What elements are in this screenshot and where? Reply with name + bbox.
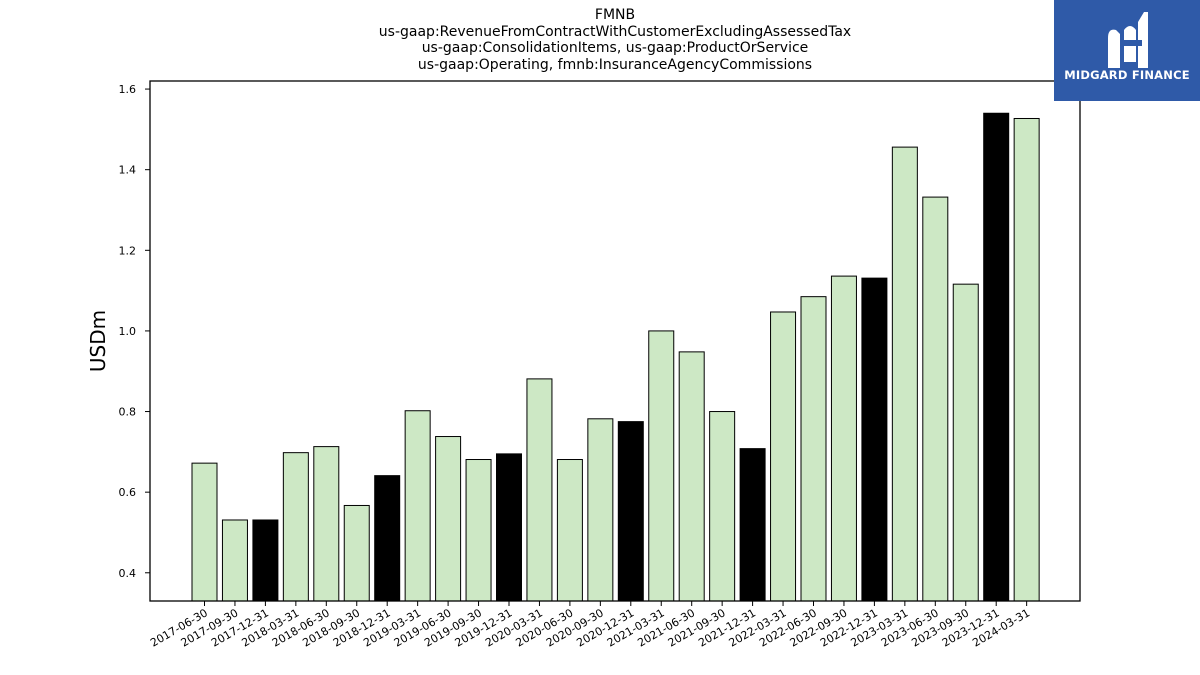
- midgard-m-logo-icon: [1108, 12, 1148, 68]
- y-axis-label: USDm: [86, 310, 110, 372]
- bar-2018-09-30: [343, 504, 370, 602]
- bar-2017-12-31: [252, 519, 279, 602]
- bar-2021-12-31: [739, 448, 766, 602]
- bar-2023-06-30: [922, 196, 949, 602]
- bar-2022-09-30: [830, 275, 857, 602]
- bar-2019-03-31: [404, 410, 431, 602]
- bar-2018-03-31: [282, 452, 309, 602]
- bar-2018-06-30: [313, 446, 340, 602]
- y-tick-label: 0.8: [119, 406, 137, 419]
- bar-2024-03-31: [1013, 117, 1040, 602]
- bar-2022-06-30: [800, 296, 827, 602]
- y-tick-label: 0.6: [119, 486, 137, 499]
- title-line-ticker: FMNB: [594, 7, 636, 23]
- bar-2021-09-30: [709, 411, 736, 602]
- y-tick-label: 1.4: [119, 164, 137, 177]
- bar-2020-06-30: [556, 459, 583, 602]
- bar-2021-06-30: [678, 351, 705, 602]
- bar-2020-12-31: [617, 421, 644, 602]
- bar-2021-03-31: [648, 330, 675, 602]
- y-tick-label: 1.0: [119, 325, 137, 338]
- bar-2017-09-30: [221, 519, 248, 602]
- bar-2020-03-31: [526, 378, 553, 602]
- bar-2019-12-31: [496, 453, 522, 602]
- bar-2019-06-30: [435, 436, 462, 602]
- y-tick-label: 1.6: [119, 83, 137, 96]
- bar-2023-03-31: [891, 146, 918, 602]
- bar-2023-09-30: [952, 283, 979, 602]
- y-tick-label: 1.2: [119, 244, 137, 257]
- title-line-concept: us-gaap:RevenueFromContractWithCustomerE…: [378, 23, 852, 40]
- bar-2020-09-30: [587, 418, 614, 602]
- bar-2019-09-30: [465, 459, 492, 602]
- title-line-member: us-gaap:Operating, fmnb:InsuranceAgencyC…: [417, 56, 813, 73]
- logo-text: MIDGARD FINANCE: [1064, 68, 1190, 82]
- bar-2022-03-31: [770, 311, 797, 602]
- bar-2022-12-31: [861, 277, 888, 602]
- bar-2017-06-30: [191, 462, 218, 602]
- y-tick-label: 0.4: [119, 567, 137, 580]
- plot-frame: [149, 80, 1081, 602]
- midgard-finance-logo: MIDGARD FINANCE: [1054, 0, 1200, 101]
- chart-title: FMNB us-gaap:RevenueFromContractWithCust…: [150, 7, 1080, 73]
- bar-2018-12-31: [374, 475, 401, 602]
- title-line-axis: us-gaap:ConsolidationItems, us-gaap:Prod…: [421, 40, 809, 56]
- bar-2023-12-31: [983, 112, 1010, 602]
